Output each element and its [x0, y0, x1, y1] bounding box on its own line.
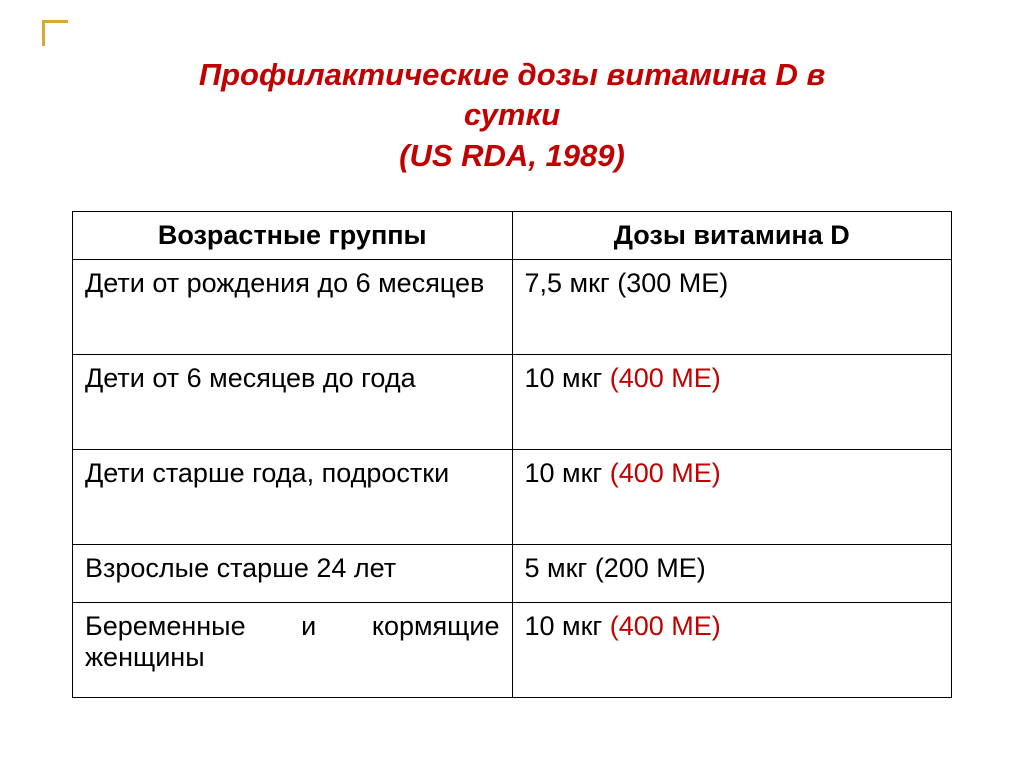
header-doses: Дозы витамина D: [512, 211, 952, 259]
table-wrapper: Возрастные группы Дозы витамина D Дети о…: [40, 211, 984, 698]
cell-dose: 5 мкг (200 МЕ): [512, 544, 952, 602]
title-line-2: сутки: [464, 97, 560, 132]
slide-title: Профилактические дозы витамина D в сутки…: [40, 55, 984, 176]
cell-group: Взрослые старше 24 лет: [73, 544, 513, 602]
dose-black: 10 мкг: [525, 363, 610, 393]
table-row: Взрослые старше 24 лет 5 мкг (200 МЕ): [73, 544, 952, 602]
title-line-3: (US RDA, 1989): [399, 138, 625, 173]
cell-dose: 10 мкг (400 МЕ): [512, 354, 952, 449]
group-text-line2: женщины: [85, 642, 205, 673]
cell-dose: 7,5 мкг (300 МЕ): [512, 259, 952, 354]
dose-red: (400 МЕ): [610, 363, 721, 393]
table-row: Дети от рождения до 6 месяцев 7,5 мкг (3…: [73, 259, 952, 354]
table-row: Дети старше года, подростки 10 мкг (400 …: [73, 449, 952, 544]
cell-dose: 10 мкг (400 МЕ): [512, 602, 952, 697]
table-header-row: Возрастные группы Дозы витамина D: [73, 211, 952, 259]
dose-black: 5 мкг (200 МЕ): [525, 553, 706, 583]
dose-red: (400 МЕ): [610, 611, 721, 641]
dose-black: 10 мкг: [525, 458, 610, 488]
header-age-groups: Возрастные группы: [73, 211, 513, 259]
dose-black: 10 мкг: [525, 611, 610, 641]
title-line-1: Профилактические дозы витамина D в: [199, 57, 825, 92]
cell-group: Дети от 6 месяцев до года: [73, 354, 513, 449]
dose-red: (400 МЕ): [610, 458, 721, 488]
corner-decoration-icon: [42, 20, 68, 46]
table-row: Беременные и кормящие женщины 10 мкг (40…: [73, 602, 952, 697]
slide-container: Профилактические дозы витамина D в сутки…: [0, 0, 1024, 768]
cell-dose: 10 мкг (400 МЕ): [512, 449, 952, 544]
table-row: Дети от 6 месяцев до года 10 мкг (400 МЕ…: [73, 354, 952, 449]
table-body: Дети от рождения до 6 месяцев 7,5 мкг (3…: [73, 259, 952, 697]
dosage-table: Возрастные группы Дозы витамина D Дети о…: [72, 211, 952, 698]
cell-group: Дети старше года, подростки: [73, 449, 513, 544]
group-text-line1: Беременные и кормящие: [85, 611, 500, 641]
cell-group: Дети от рождения до 6 месяцев: [73, 259, 513, 354]
dose-black: 7,5 мкг (300 МЕ): [525, 268, 729, 298]
cell-group: Беременные и кормящие женщины: [73, 602, 513, 697]
